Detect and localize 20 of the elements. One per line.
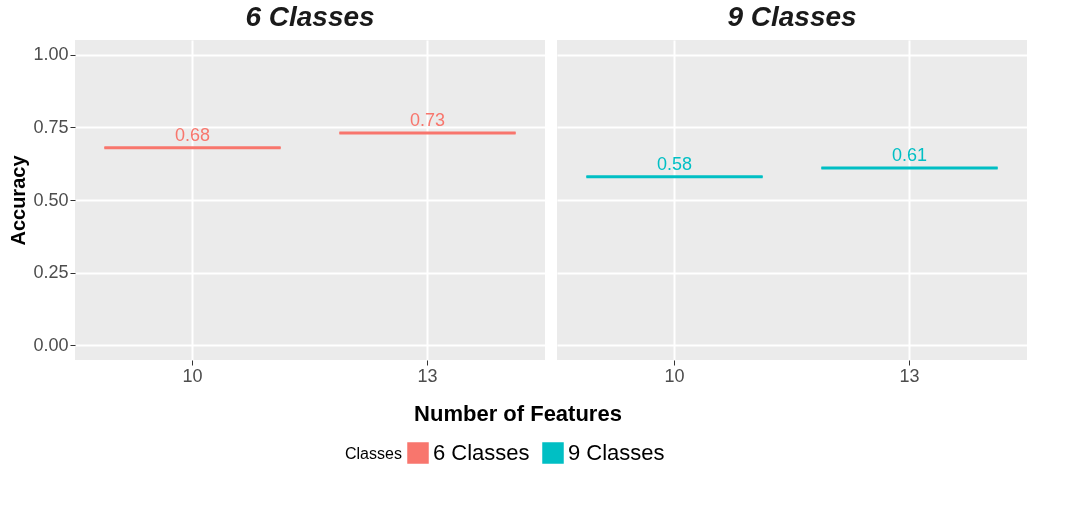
y-axis-title: Accuracy [7, 154, 30, 246]
chart-title: 6 Classes [245, 1, 375, 32]
x-tick-label: 10 [664, 365, 685, 386]
legend-title: Classes [345, 445, 402, 462]
y-tick-label: 0.00 [33, 334, 69, 355]
x-tick-label: 13 [899, 365, 920, 386]
legend-label: 6 Classes [433, 440, 530, 465]
x-tick-label: 10 [182, 365, 203, 386]
text: 0.61 [891, 145, 928, 165]
x-tick-label: 13 [417, 365, 438, 386]
text: 0.68 [174, 124, 211, 145]
text: 0.73 [409, 110, 446, 131]
y-tick-label: 1.00 [33, 44, 69, 65]
text: 0.58 [656, 153, 693, 174]
y-tick-label: 0.50 [33, 189, 69, 210]
chart-title: 9 Classes [727, 1, 857, 32]
y-tick-label: 0.25 [33, 262, 69, 283]
y-tick-label: 0.75 [33, 116, 69, 137]
x-axis-title: Number of Features [414, 401, 622, 426]
legend-label: 9 Classes [568, 440, 665, 465]
